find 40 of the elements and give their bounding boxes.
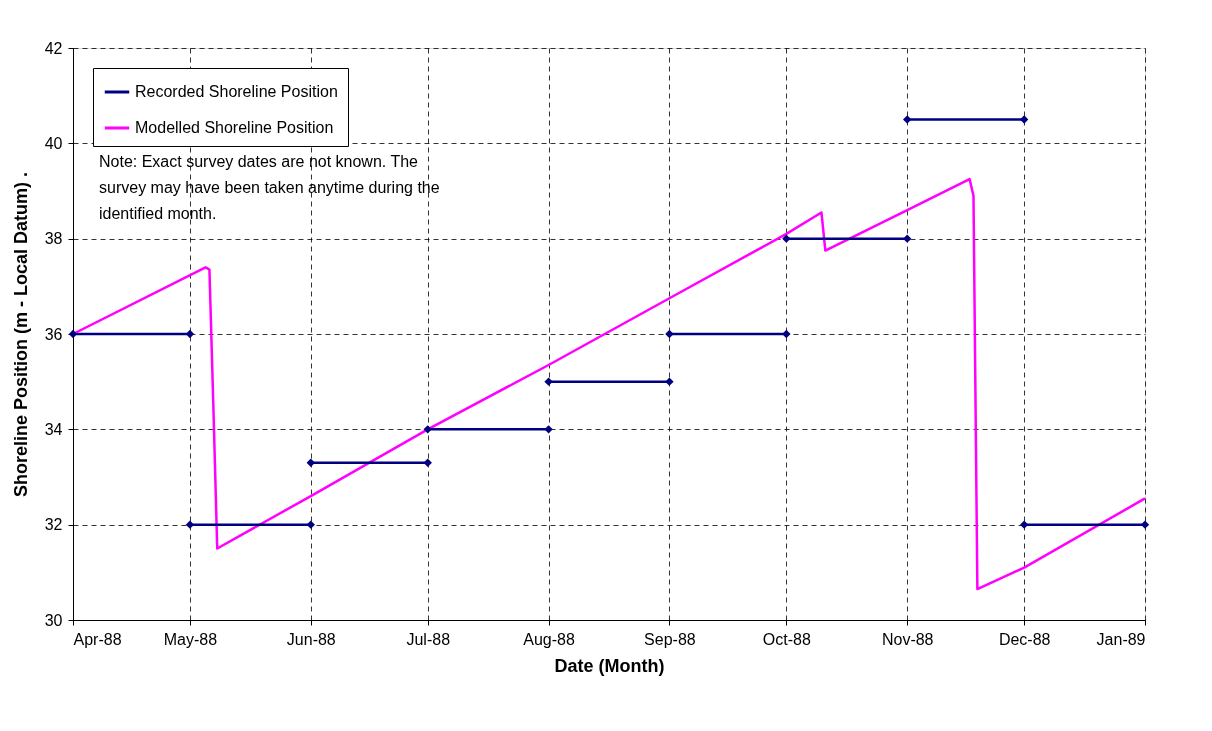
point [782, 234, 791, 243]
point [306, 458, 315, 467]
y-tick-label: 32 [44, 516, 63, 534]
point [185, 520, 195, 529]
point [544, 425, 553, 434]
point [185, 329, 195, 339]
y-tick-label: 38 [44, 230, 63, 248]
point [903, 234, 912, 243]
y-tick-label: 30 [44, 611, 63, 629]
x-tick-label: Apr-88 [73, 630, 122, 648]
point [423, 425, 432, 434]
point [306, 520, 315, 529]
x-tick-label: Jun-88 [286, 630, 336, 648]
legend-label: Recorded Shoreline Position [135, 83, 338, 100]
point [1019, 115, 1029, 124]
legend-label: Modelled Shoreline Position [135, 119, 334, 136]
x-tick-label: Sep-88 [644, 630, 696, 648]
y-axis-title: Shoreline Position (m - Local Datum) . [10, 171, 31, 498]
point [782, 329, 791, 339]
x-tick-label: Nov-88 [881, 630, 934, 648]
y-tick-label: 36 [44, 325, 63, 343]
x-axis-title: Date (Month) [554, 655, 665, 676]
y-tick-label: 42 [44, 39, 63, 57]
x-tick-label: Aug-88 [523, 630, 575, 648]
x-tick-label: Oct-88 [762, 630, 811, 648]
x-tick-label: May-88 [163, 630, 218, 648]
x-tick-label: Jul-88 [406, 630, 451, 648]
point [1140, 520, 1150, 529]
point [665, 377, 674, 386]
y-tick-label: 40 [44, 134, 63, 152]
point [68, 329, 78, 339]
point [903, 115, 912, 124]
point [1019, 520, 1029, 529]
x-tick-label: Jan-89 [1096, 630, 1146, 648]
point [544, 377, 553, 386]
y-tick-label: 34 [44, 420, 63, 438]
point [423, 458, 432, 467]
x-tick-label: Dec-88 [998, 630, 1051, 648]
annotation: Note: Exact survey dates are not known. The survey may have been taken anytime during the identified month. [99, 153, 440, 222]
point [665, 329, 674, 339]
